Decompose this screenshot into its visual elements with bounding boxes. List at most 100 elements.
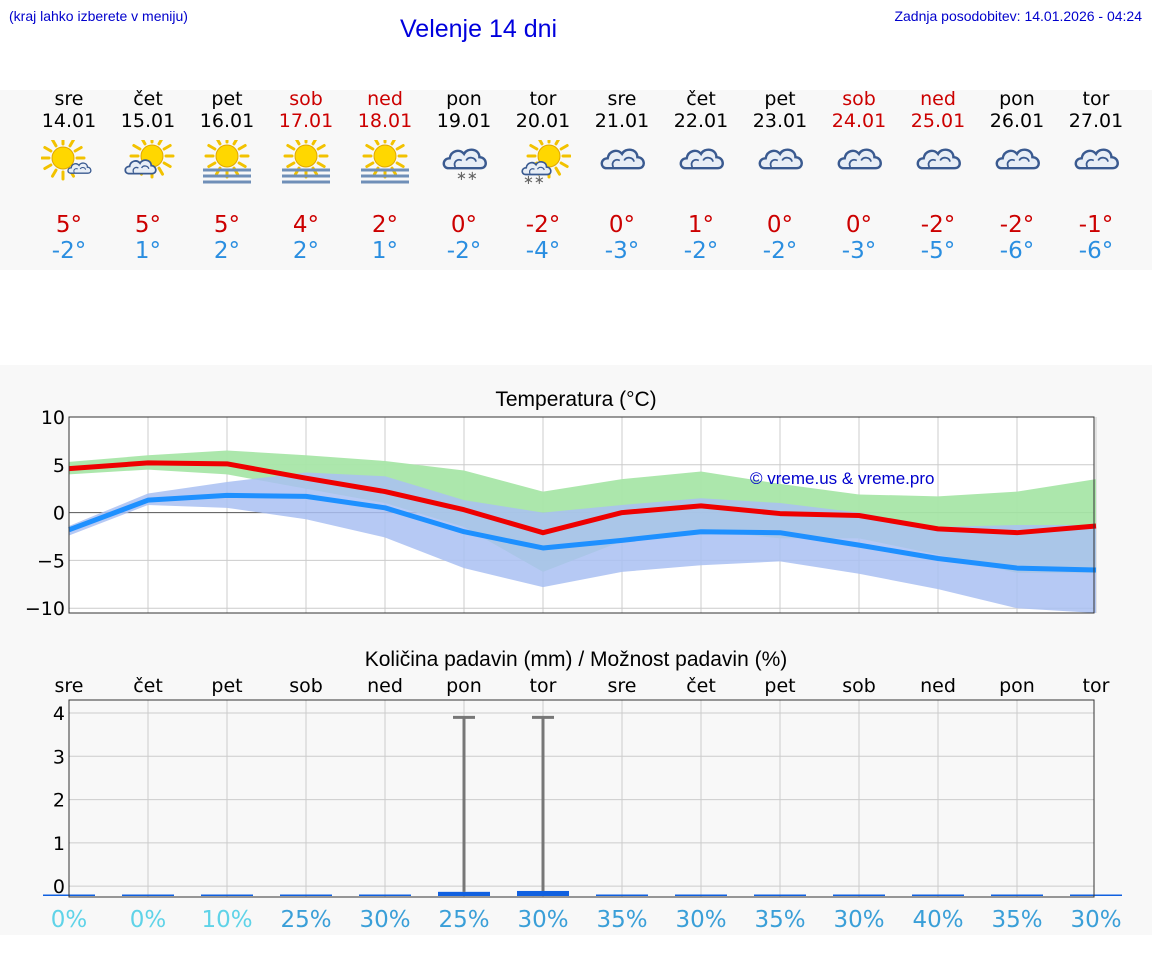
precip-bar (359, 894, 411, 896)
precip-probability: 25% (438, 907, 489, 933)
precip-probability: 25% (280, 907, 331, 933)
max-temp: 5° (134, 212, 162, 238)
y-tick-label: 2 (53, 790, 65, 812)
precip-bar (754, 894, 806, 896)
min-temp: -6° (1078, 238, 1114, 264)
day-date: 21.01 (594, 110, 650, 132)
cloudy-icon (679, 148, 724, 170)
max-temp: 4° (292, 212, 320, 238)
max-temp: 5° (55, 212, 83, 238)
max-temp: 1° (687, 212, 715, 238)
day-column: pet 23.01 0° -2° (740, 88, 820, 264)
page-title: Velenje 14 dni (400, 15, 558, 43)
sun-cloud-snow-icon: ∗∗ (521, 140, 571, 188)
x-tick-label: čet (133, 675, 163, 697)
precip-probability: 30% (1070, 907, 1121, 933)
max-temp: 2° (371, 212, 399, 238)
plot-frame (68, 416, 1095, 614)
cloud-snow-icon: ∗∗ (442, 148, 487, 184)
watermark: © vreme.us & vreme.pro (750, 469, 934, 488)
x-tick-label: sre (608, 675, 637, 697)
max-temp-line (68, 460, 1097, 536)
min-temp: -6° (999, 238, 1035, 264)
day-column: čet 22.01 1° -2° (661, 88, 741, 264)
forecast-panel (0, 90, 1152, 270)
precip-probability: 0% (130, 907, 167, 933)
min-temp: -2° (446, 238, 482, 264)
day-name: tor (1082, 88, 1110, 110)
y-tick-label: −5 (37, 550, 65, 572)
day-date: 15.01 (120, 110, 176, 132)
precip-bar (517, 890, 569, 896)
day-date: 22.01 (673, 110, 729, 132)
day-name: ned (920, 88, 956, 110)
day-column: pet 16.01 5° 2° (187, 88, 267, 264)
min-temp: -3° (841, 238, 877, 264)
precip-bar (122, 894, 174, 896)
sun-fog-icon (203, 140, 251, 184)
day-column: tor 27.01 -1° -6° (1056, 88, 1136, 264)
precip-probability: 30% (517, 907, 568, 933)
menu-hint[interactable]: (kraj lahko izberete v meniju) (9, 8, 188, 24)
precip-probability: 30% (675, 907, 726, 933)
x-tick-label: pon (999, 675, 1035, 697)
x-tick-label: ned (920, 675, 956, 697)
precip-probability: 40% (912, 907, 963, 933)
sun-cloud-icon (41, 140, 92, 181)
day-column: sob 24.01 0° -3° (819, 88, 899, 264)
day-name: ned (367, 88, 403, 110)
cloudy-icon (1074, 148, 1119, 170)
precip-probability: 35% (754, 907, 805, 933)
y-tick-label: 0 (53, 503, 65, 525)
temperature-chart-title: Temperatura (°C) (495, 388, 657, 411)
day-name: čet (686, 88, 716, 110)
x-tick-label: ned (367, 675, 403, 697)
max-temp: 0° (845, 212, 873, 238)
precip-bar (833, 894, 885, 896)
day-date: 25.01 (910, 110, 966, 132)
max-temp: 0° (766, 212, 794, 238)
day-column: sre 21.01 0° -3° (582, 88, 662, 264)
day-name: pon (446, 88, 482, 110)
min-temp: 1° (134, 238, 162, 264)
day-date: 16.01 (199, 110, 255, 132)
day-date: 26.01 (989, 110, 1045, 132)
sun-fog-icon (361, 140, 409, 184)
y-tick-label: 0 (53, 876, 65, 898)
day-column: sre 14.01 5° -2° (29, 88, 109, 264)
day-date: 14.01 (41, 110, 97, 132)
day-date: 24.01 (831, 110, 887, 132)
x-tick-label: tor (530, 675, 557, 697)
min-temp: 2° (213, 238, 241, 264)
min-temp: -2° (762, 238, 798, 264)
precip-probability: 0% (51, 907, 88, 933)
precip-bar (438, 891, 490, 896)
y-tick-label: 1 (53, 833, 65, 855)
precip-bar (912, 894, 964, 896)
x-tick-label: pet (764, 675, 795, 697)
day-name: sob (842, 88, 876, 110)
y-tick-label: 5 (53, 455, 65, 477)
precip-probability: 35% (991, 907, 1042, 933)
temperature-title-band (0, 365, 1152, 410)
precip-probability: 30% (833, 907, 884, 933)
day-date: 23.01 (752, 110, 808, 132)
day-name: pet (764, 88, 796, 110)
sun-fog-icon (282, 140, 330, 184)
max-temp: -1° (1078, 212, 1114, 238)
day-name: sre (54, 88, 84, 110)
x-tick-label: čet (686, 675, 716, 697)
x-tick-label: sob (842, 675, 876, 697)
precip-bar (675, 894, 727, 896)
y-tick-label: 3 (53, 746, 65, 768)
day-column: ned 18.01 2° 1° (345, 88, 425, 264)
svg-text:∗∗: ∗∗ (456, 169, 478, 184)
svg-text:∗∗: ∗∗ (523, 173, 545, 188)
min-temp: 2° (292, 238, 320, 264)
day-date: 17.01 (278, 110, 334, 132)
cloudy-icon (600, 148, 645, 170)
cloudy-icon (995, 148, 1040, 170)
cloudy-icon (758, 148, 803, 170)
min-temp-line (68, 492, 1097, 573)
precip-chart-title: Količina padavin (mm) / Možnost padavin … (364, 648, 788, 671)
